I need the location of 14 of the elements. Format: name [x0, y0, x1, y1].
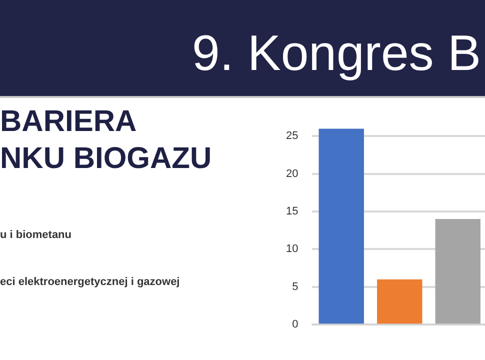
text: BARIERA	[0, 104, 137, 140]
text: NKU BIOGAZU	[0, 141, 212, 177]
bar	[318, 128, 364, 324]
text: eci elektroenergetycznej i gazowej	[0, 276, 180, 288]
bar	[377, 279, 422, 324]
y-tick-label: 20	[286, 168, 298, 180]
y-tick-label: 10	[286, 243, 298, 256]
bar	[435, 219, 480, 324]
chart-title: 9. Kongres B	[192, 24, 481, 82]
text: u i biometanu	[0, 229, 72, 241]
y-tick-label: 25	[286, 130, 298, 142]
y-tick-label: 15	[286, 206, 298, 218]
y-tick-label: 5	[292, 280, 298, 293]
y-tick-label: 0	[292, 318, 298, 331]
